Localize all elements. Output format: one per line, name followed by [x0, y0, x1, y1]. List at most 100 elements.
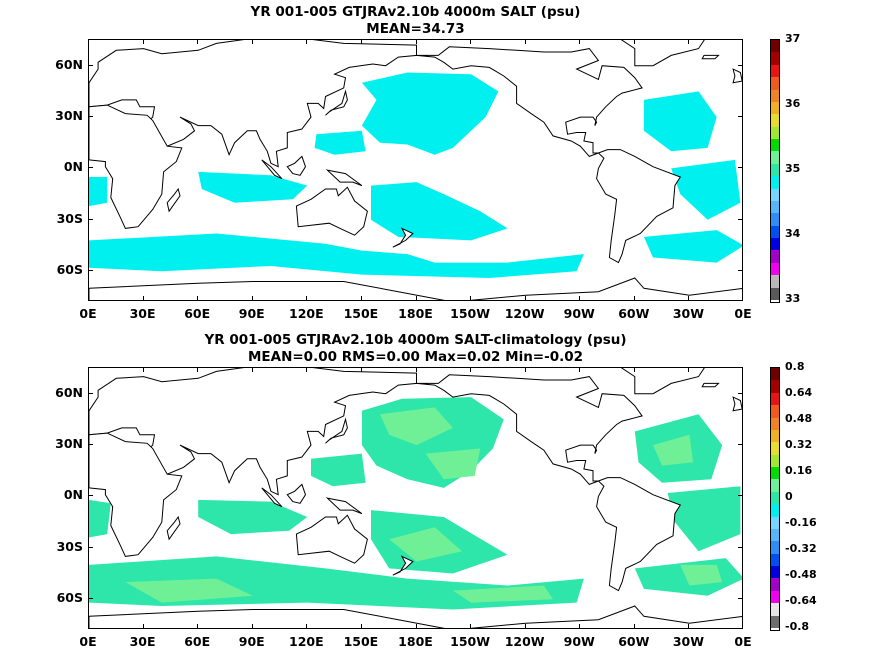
panel1-lon-tick [470, 39, 472, 44]
panel1-lat-label: 30S [56, 210, 83, 226]
panel2-lon-label: 90W [563, 634, 595, 649]
panel2-colorbar-swatch [771, 504, 779, 517]
panel2-lon-tick [415, 624, 417, 629]
panel1-lon-label: 180E [398, 306, 433, 321]
panel2-lon-tick [142, 367, 144, 372]
panel1-title-line2: MEAN=34.73 [366, 21, 465, 37]
panel2-anomaly-region-light-1 [425, 448, 481, 480]
panel1-lon-label: 0E [79, 306, 97, 321]
panel2-lat-label: 0N [63, 487, 83, 503]
panel1-colorbar-swatch [771, 176, 779, 189]
panel2-coastline-1 [89, 432, 183, 557]
panel2-colorbar-swatch [771, 541, 779, 554]
panel2-coastline-3 [295, 514, 368, 564]
panel1-lon-tick [142, 39, 144, 44]
panel1-lon-label: 120E [289, 306, 324, 321]
panel2-lon-tick [470, 367, 472, 372]
panel1-lon-tick [688, 39, 690, 44]
panel1-colorbar-swatch [771, 213, 779, 226]
panel2-lon-label: 60W [618, 634, 650, 649]
panel1-lon-tick [88, 296, 89, 301]
panel1-lat-label: 60N [55, 56, 83, 72]
panel1-coastline-5 [261, 159, 283, 180]
panel1-lon-label: 150W [450, 306, 491, 321]
panel2-lon-tick [306, 367, 308, 372]
panel1-lon-label: 60E [184, 306, 211, 321]
panel1-coastline-9 [416, 46, 643, 157]
panel2-colorbar-swatch [771, 429, 779, 443]
panel2-colorbar-swatch [771, 467, 779, 480]
panel2-lat-tick [88, 444, 93, 446]
panel2-anomaly-region-8 [89, 499, 111, 538]
panel2-colorbar-label: 0.8 [785, 360, 805, 373]
panel2-lon-tick [742, 624, 743, 629]
panel1-lon-label: 60W [618, 306, 650, 321]
panel1-lon-tick [633, 296, 635, 301]
panel1-lon-tick [415, 296, 417, 301]
panel1-colorbar-swatch [771, 114, 779, 127]
panel1-lon-tick [197, 39, 199, 44]
panel1-lat-label: 0N [63, 159, 83, 175]
panel1-coastline-8 [392, 227, 414, 248]
panel2-lon-label: 90E [238, 634, 265, 649]
panel1-colorbar-swatch [771, 64, 779, 78]
panel2-lon-tick [306, 624, 308, 629]
panel1-colorbar-label: 36 [785, 97, 801, 110]
panel2-colorbar-label: -0.8 [785, 620, 810, 633]
panel2-lon-tick [88, 367, 89, 372]
panel1-colorbar [770, 39, 780, 303]
panel2-lon-tick [251, 367, 253, 372]
panel2-lon-tick [470, 624, 472, 629]
panel2-coastline-2 [166, 515, 181, 541]
panel2-lat-tick [88, 598, 93, 600]
panel2-colorbar-label: 0.16 [785, 464, 813, 477]
panel1-colorbar-swatch [771, 101, 779, 115]
panel1-salt-region-5 [643, 91, 717, 152]
panel2-anomaly-region-light-6 [680, 564, 723, 586]
panel2-lon-tick [88, 624, 89, 629]
panel1-coastline-6 [325, 169, 363, 187]
panel2-lat-label: 60S [56, 590, 83, 606]
panel2-coastline-6 [325, 497, 363, 515]
panel1-coastline-12 [732, 68, 742, 84]
panel2-colorbar-label: -0.32 [785, 542, 817, 555]
panel1-lat-tick [88, 116, 93, 118]
panel1-lat-tick [88, 167, 93, 169]
panel1-lon-tick [524, 296, 526, 301]
panel2-lon-tick [197, 367, 199, 372]
panel1-salt-region-1 [314, 130, 366, 155]
panel1-coastline-11 [596, 149, 682, 264]
panel1-colorbar-swatch [771, 126, 779, 139]
panel2-colorbar-swatch [771, 590, 779, 604]
panel2-lat-label: 30S [56, 538, 83, 554]
panel1-lon-tick [415, 39, 417, 44]
panel1-colorbar-swatch [771, 225, 779, 238]
panel2-colorbar-swatch [771, 479, 779, 492]
panel2-lon-label: 0E [79, 634, 97, 649]
panel2-lat-tick [88, 546, 93, 548]
panel1-colorbar-swatch [771, 163, 779, 177]
panel1-lat-tick [88, 218, 93, 220]
panel2-coastline-4 [286, 483, 307, 504]
panel2-anomaly-region-light-5 [653, 434, 694, 466]
panel2-anomaly-region-light-4 [452, 585, 553, 603]
panel1-lon-tick [251, 39, 253, 44]
panel2-lon-label: 120W [504, 634, 545, 649]
panel1-colorbar-swatch [771, 188, 779, 201]
panel1-lon-label: 30E [129, 306, 156, 321]
panel1-lon-tick [524, 39, 526, 44]
panel1-lon-tick [633, 39, 635, 44]
panel2-colorbar-swatch [771, 491, 779, 505]
panel2-colorbar-swatch [771, 615, 779, 628]
panel2-lon-tick [251, 624, 253, 629]
panel2-lon-tick [524, 367, 526, 372]
panel2-colorbar-swatch [771, 553, 779, 566]
panel2-lat-label: 60N [55, 384, 83, 400]
panel2-lon-tick [688, 624, 690, 629]
panel1-colorbar-label: 35 [785, 162, 801, 175]
panel1-lon-tick [142, 296, 144, 301]
panel1-coastline-10 [620, 40, 705, 67]
panel1-colorbar-swatch [771, 89, 779, 102]
panel2-anomaly-region-2 [198, 499, 308, 535]
panel1-lon-label: 30W [672, 306, 704, 321]
